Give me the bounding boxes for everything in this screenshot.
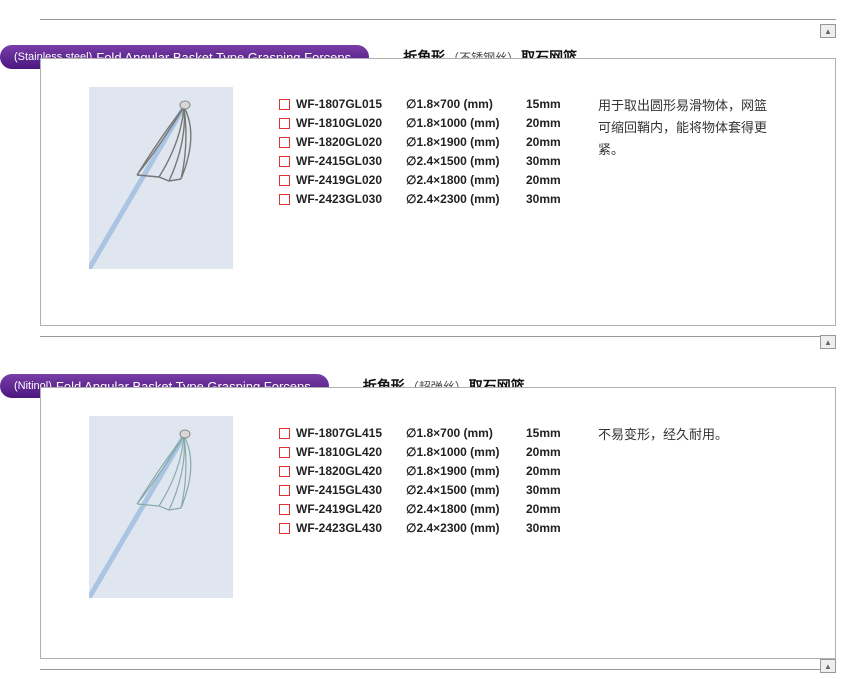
spec-row: WF-2419GL420∅2.4×1800 (mm)20mm [279, 500, 572, 519]
content-panel: WF-1807GL015∅1.8×700 (mm)15mm WF-1810GL0… [40, 58, 836, 326]
product-section-1: (Stainless steel) Fold Angular Basket Ty… [40, 44, 836, 326]
spec-model: WF-2415GL030 [296, 152, 406, 171]
spec-size: 30mm [526, 152, 572, 171]
spec-dim: ∅1.8×1900 (mm) [406, 133, 526, 152]
spec-row: WF-1820GL020∅1.8×1900 (mm)20mm [279, 133, 572, 152]
spec-size: 30mm [526, 190, 572, 209]
spec-model: WF-2419GL020 [296, 171, 406, 190]
spec-dim: ∅2.4×2300 (mm) [406, 190, 526, 209]
description-text: 用于取出圆形易滑物体，网篮可缩回鞘内，能将物体套得更紧。 [598, 95, 768, 161]
spec-size: 15mm [526, 424, 572, 443]
spec-model: WF-1807GL015 [296, 95, 406, 114]
checkbox-icon [279, 156, 290, 167]
spec-size: 20mm [526, 500, 572, 519]
spec-row: WF-1810GL020∅1.8×1000 (mm)20mm [279, 114, 572, 133]
spec-size: 30mm [526, 519, 572, 538]
spec-model: WF-1810GL020 [296, 114, 406, 133]
scroll-top-icon[interactable] [820, 335, 836, 349]
content-panel: WF-1807GL415∅1.8×700 (mm)15mm WF-1810GL4… [40, 387, 836, 659]
spec-dim: ∅2.4×1800 (mm) [406, 171, 526, 190]
spec-model: WF-1820GL020 [296, 133, 406, 152]
checkbox-icon [279, 118, 290, 129]
spec-model: WF-2415GL430 [296, 481, 406, 500]
spec-dim: ∅2.4×2300 (mm) [406, 519, 526, 538]
divider [40, 336, 836, 337]
spec-row: WF-2423GL430∅2.4×2300 (mm)30mm [279, 519, 572, 538]
spec-row: WF-1820GL420∅1.8×1900 (mm)20mm [279, 462, 572, 481]
spec-size: 30mm [526, 481, 572, 500]
checkbox-icon [279, 99, 290, 110]
spec-dim: ∅1.8×1000 (mm) [406, 114, 526, 133]
spec-dim: ∅2.4×1800 (mm) [406, 500, 526, 519]
spec-model: WF-1820GL420 [296, 462, 406, 481]
spec-dim: ∅1.8×700 (mm) [406, 95, 526, 114]
checkbox-icon [279, 175, 290, 186]
spec-model: WF-2423GL430 [296, 519, 406, 538]
checkbox-icon [279, 428, 290, 439]
spec-row: WF-2419GL020∅2.4×1800 (mm)20mm [279, 171, 572, 190]
spec-row: WF-1807GL415∅1.8×700 (mm)15mm [279, 424, 572, 443]
spec-model: WF-1810GL420 [296, 443, 406, 462]
spec-row: WF-2415GL030∅2.4×1500 (mm)30mm [279, 152, 572, 171]
product-image [89, 416, 233, 598]
checkbox-icon [279, 485, 290, 496]
checkbox-icon [279, 466, 290, 477]
spec-dim: ∅1.8×1000 (mm) [406, 443, 526, 462]
spec-row: WF-2423GL030∅2.4×2300 (mm)30mm [279, 190, 572, 209]
spec-list: WF-1807GL015∅1.8×700 (mm)15mm WF-1810GL0… [279, 95, 572, 209]
spec-dim: ∅1.8×700 (mm) [406, 424, 526, 443]
spec-dim: ∅2.4×1500 (mm) [406, 152, 526, 171]
spec-size: 20mm [526, 462, 572, 481]
checkbox-icon [279, 523, 290, 534]
scroll-top-icon[interactable] [820, 24, 836, 38]
spec-dim: ∅2.4×1500 (mm) [406, 481, 526, 500]
checkbox-icon [279, 447, 290, 458]
spec-dim: ∅1.8×1900 (mm) [406, 462, 526, 481]
divider [40, 669, 836, 670]
spec-size: 20mm [526, 133, 572, 152]
spec-model: WF-2423GL030 [296, 190, 406, 209]
description-text: 不易变形，经久耐用。 [598, 424, 768, 446]
spec-size: 20mm [526, 114, 572, 133]
spec-row: WF-2415GL430∅2.4×1500 (mm)30mm [279, 481, 572, 500]
spec-size: 15mm [526, 95, 572, 114]
spec-row: WF-1807GL015∅1.8×700 (mm)15mm [279, 95, 572, 114]
spec-size: 20mm [526, 171, 572, 190]
checkbox-icon [279, 504, 290, 515]
product-image [89, 87, 233, 269]
checkbox-icon [279, 194, 290, 205]
divider [40, 19, 836, 20]
spec-size: 20mm [526, 443, 572, 462]
product-section-2: (Nitinol) Fold Angular Basket Type Grasp… [40, 373, 836, 659]
spec-row: WF-1810GL420∅1.8×1000 (mm)20mm [279, 443, 572, 462]
spec-list: WF-1807GL415∅1.8×700 (mm)15mm WF-1810GL4… [279, 424, 572, 538]
spec-model: WF-1807GL415 [296, 424, 406, 443]
scroll-top-icon[interactable] [820, 659, 836, 673]
checkbox-icon [279, 137, 290, 148]
spec-model: WF-2419GL420 [296, 500, 406, 519]
